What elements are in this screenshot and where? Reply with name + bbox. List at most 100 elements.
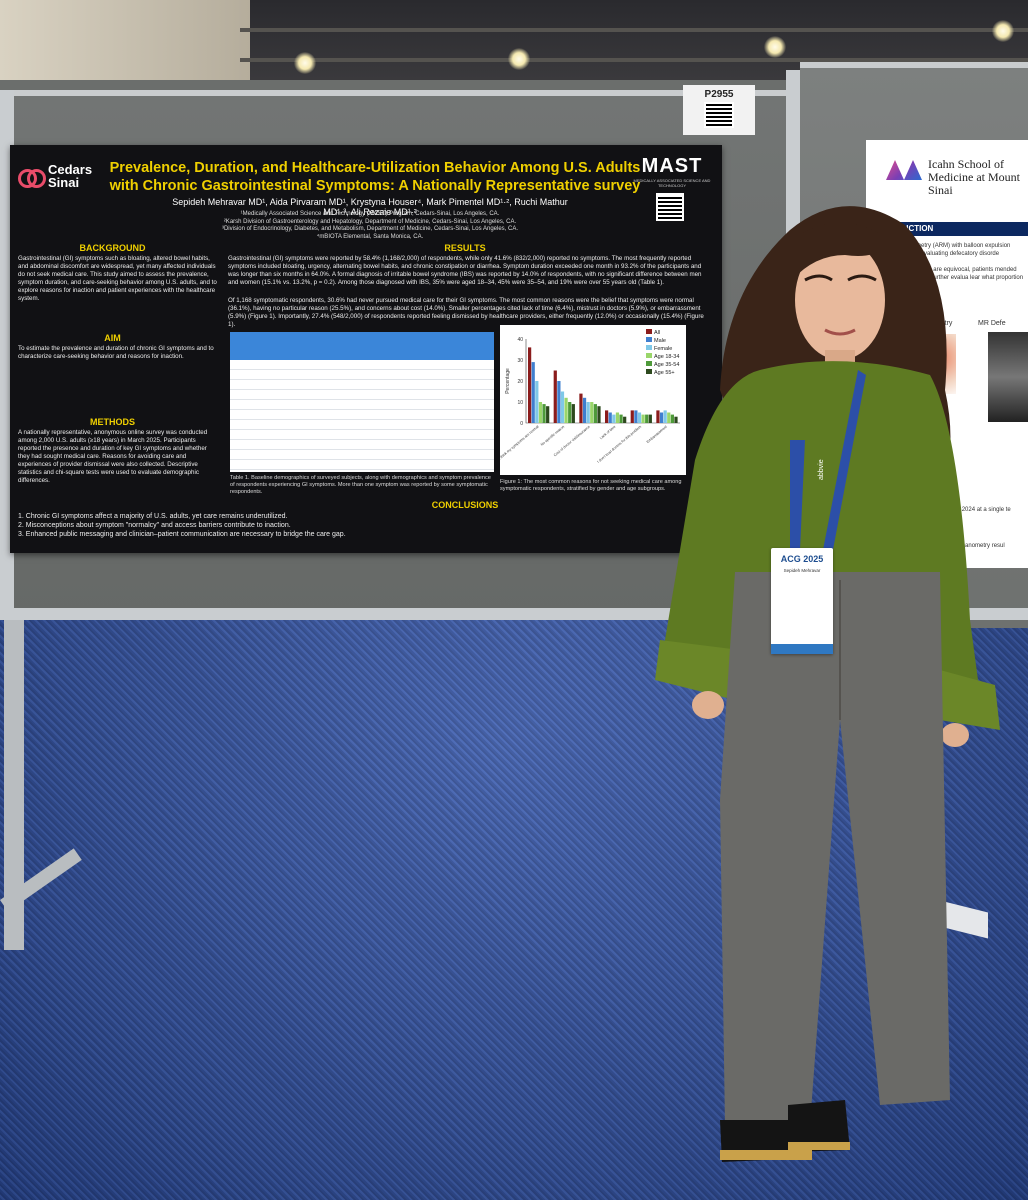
legend-label: Age 18-34 xyxy=(654,354,680,360)
chart-bar xyxy=(568,402,572,423)
y-axis-label: Percentage xyxy=(505,368,511,394)
y-tick-label: 40 xyxy=(517,337,523,343)
mount-sinai-name: Icahn School of Medicine at Mount Sinai xyxy=(928,157,1020,197)
chart-bar xyxy=(615,412,620,423)
legend-label: Male xyxy=(654,338,666,344)
legend-entry: Age 55+ xyxy=(646,369,679,377)
conclusions-list: 1. Chronic GI symptoms affect a majority… xyxy=(18,512,708,539)
chart-bar xyxy=(612,414,616,423)
legend-entry: Female xyxy=(646,345,679,353)
ceiling-light xyxy=(508,48,530,70)
legend-label: All xyxy=(654,330,661,336)
legend-swatch xyxy=(646,329,652,334)
presenter-shoe xyxy=(788,1100,850,1152)
ceiling-wall xyxy=(0,0,250,95)
booth-number: P2955 xyxy=(704,89,734,100)
x-tick-label: I don't trust doctors for this problem xyxy=(597,425,643,464)
chart-bar xyxy=(648,414,652,423)
chart-bar xyxy=(590,402,594,423)
badge-event-logo: ACG 2025 xyxy=(780,554,824,564)
badge-lanyard xyxy=(790,370,866,555)
chart-bar xyxy=(623,416,627,423)
poster-title: Prevalence, Duration, and Healthcare-Uti… xyxy=(109,160,641,194)
qr-code-icon xyxy=(656,193,684,221)
chart-bar xyxy=(656,410,660,423)
chart-bar xyxy=(546,406,550,423)
poster-affiliations: ¹Medically Associated Science and Techno… xyxy=(160,211,580,241)
chart-bar xyxy=(637,412,642,423)
chart-bar xyxy=(619,414,623,423)
x-tick-label: I think my symptoms are normal xyxy=(500,425,540,461)
table-caption: Table 1. Baseline demographics of survey… xyxy=(230,475,491,495)
legend-entry: All xyxy=(646,329,679,337)
legend-label: Female xyxy=(654,346,673,352)
chart-bar xyxy=(586,402,590,423)
chart-bar xyxy=(641,414,645,423)
aim-heading: AIM xyxy=(104,333,121,343)
ceiling-truss xyxy=(240,28,1028,32)
legend-entry: Age 18-34 xyxy=(646,353,679,361)
legend-swatch xyxy=(646,353,652,358)
conclusion-item: 3. Enhanced public messaging and clinici… xyxy=(18,531,346,538)
booth-number-sign: P2955 xyxy=(683,85,755,135)
chart-bar xyxy=(542,404,546,423)
qr-code-icon xyxy=(704,102,734,128)
board-leg xyxy=(4,620,24,950)
cedars-sinai-logo-text: Cedars Sinai xyxy=(48,162,93,190)
chart-bar xyxy=(564,397,568,423)
legend-label: Age 55+ xyxy=(654,370,675,376)
mast-logo: MAST MEDICALLY ASSOCIATED SCIENCE AND TE… xyxy=(632,155,712,188)
chart-bar xyxy=(538,402,543,423)
conclusions-heading: CONCLUSIONS xyxy=(431,500,499,510)
chart-bar xyxy=(579,393,583,423)
chart-bar xyxy=(645,414,649,423)
background-heading: BACKGROUND xyxy=(79,243,146,253)
chart-bar xyxy=(659,412,664,423)
table-body xyxy=(230,360,494,472)
presenter-face xyxy=(795,240,885,360)
poster-authors: Sepideh Mehravar MD¹, Aida Pirvaram MD¹,… xyxy=(172,197,568,217)
legend-label: Age 35-54 xyxy=(654,362,680,368)
chart-bar xyxy=(605,410,609,423)
results-text: Gastrointestinal (GI) symptoms were repo… xyxy=(228,255,702,286)
demographics-table xyxy=(230,332,494,472)
x-tick-label: No specific reason xyxy=(540,425,565,447)
ceiling-light xyxy=(294,52,316,74)
affiliation-line: ¹Medically Associated Science and Techno… xyxy=(240,211,500,217)
cedars-sinai-logo: Cedars Sinai xyxy=(18,163,104,189)
presenter-trousers xyxy=(720,572,950,1125)
mast-logo-subtitle: MEDICALLY ASSOCIATED SCIENCE AND TECHNOL… xyxy=(633,178,711,188)
badge-status-bar xyxy=(771,644,833,654)
legend-swatch xyxy=(646,345,652,350)
chart-bar xyxy=(630,410,634,423)
x-tick-label: Lack of time xyxy=(599,425,616,441)
lanyard-sponsor: abbvie xyxy=(818,459,825,480)
badge-name: Sepideh Mehravar xyxy=(783,568,821,573)
cedars-sinai-logo-icon xyxy=(18,166,46,188)
y-tick-label: 20 xyxy=(517,379,523,385)
chart-bar xyxy=(571,404,575,423)
chart-bar xyxy=(560,391,565,423)
affiliation-line: ²Karsh Division of Gastroenterology and … xyxy=(223,218,517,225)
conclusion-item: 1. Chronic GI symptoms affect a majority… xyxy=(18,513,288,520)
chart-bar xyxy=(663,410,667,423)
chart-bar xyxy=(557,381,561,423)
conference-badge: ACG 2025 Sepideh Mehravar xyxy=(771,548,833,654)
y-tick-label: 0 xyxy=(520,421,523,427)
chart-bar xyxy=(535,381,539,423)
chart-bar xyxy=(674,416,678,423)
y-tick-label: 10 xyxy=(517,400,523,406)
ceiling-light xyxy=(764,36,786,58)
research-poster: Cedars Sinai Prevalence, Duration, and H… xyxy=(10,145,722,553)
legend-swatch xyxy=(646,337,652,342)
neighbor-poster-header: Icahn School of Medicine at Mount Sinai xyxy=(866,140,1028,220)
neighbor-poster-text: Anorectal manometry (ARM) with balloon e… xyxy=(874,243,1011,257)
background-text: Gastrointestinal (GI) symptoms such as b… xyxy=(18,255,217,302)
mount-sinai-logo-icon xyxy=(886,160,922,180)
y-tick-label: 30 xyxy=(517,358,523,364)
methods-text: A nationally representative, anonymous o… xyxy=(18,429,208,484)
mast-logo-text: MAST xyxy=(641,155,703,177)
chart-bar xyxy=(634,410,638,423)
ceiling-truss xyxy=(240,58,1028,62)
aim-text: To estimate the prevalence and duration … xyxy=(18,345,214,360)
